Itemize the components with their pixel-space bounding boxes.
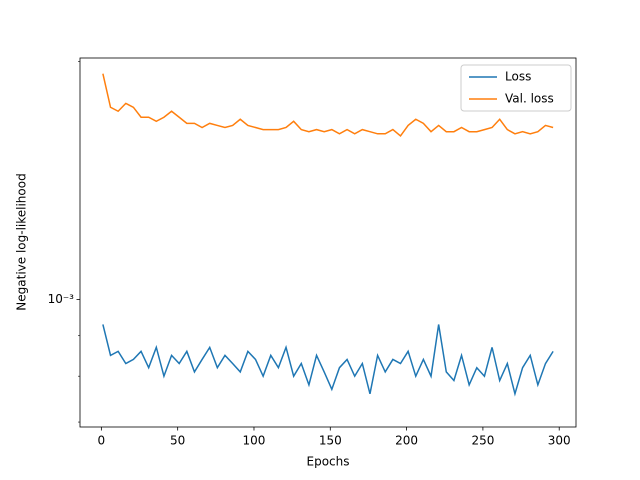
- line-series: [102, 73, 554, 138]
- y-tick-label: 10⁻³: [48, 292, 75, 306]
- legend-label: Loss: [505, 70, 531, 84]
- x-tick-label: 200: [395, 434, 418, 448]
- line-series: [102, 324, 554, 397]
- x-tick-label: 300: [548, 434, 571, 448]
- y-axis-label: Negative log-likelihood: [15, 173, 29, 310]
- x-tick-label: 0: [98, 434, 106, 448]
- x-tick-label: 250: [471, 434, 494, 448]
- x-tick-label: 50: [170, 434, 185, 448]
- x-tick-label: 100: [243, 434, 266, 448]
- plot-frame: [79, 57, 577, 428]
- x-tick-label: 150: [319, 434, 342, 448]
- x-axis-label: Epochs: [307, 455, 350, 469]
- legend-label: Val. loss: [505, 92, 554, 106]
